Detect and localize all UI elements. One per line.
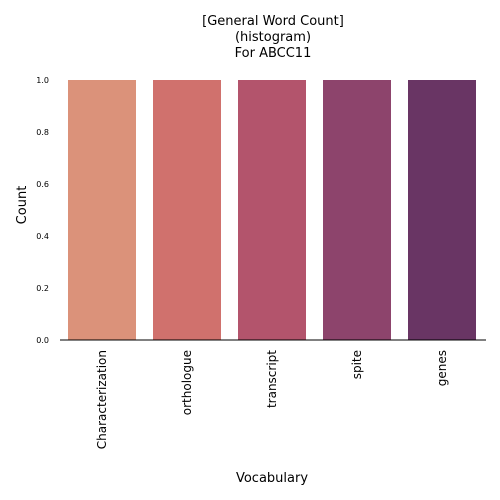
x-axis-label: Vocabulary (236, 471, 308, 486)
y-tick-label: 0.2 (36, 284, 49, 293)
bar-spite (323, 80, 391, 340)
bar-transcript (238, 80, 306, 340)
bar-genes (408, 80, 476, 340)
y-tick-label: 0.6 (36, 180, 49, 189)
x-tick-label: orthologue (180, 350, 194, 415)
bars-group (68, 80, 476, 340)
x-tick-label: transcript (265, 350, 279, 408)
x-tick-label: genes (435, 350, 449, 386)
y-tick-label: 0.8 (36, 128, 49, 137)
y-tick-label: 0.0 (36, 336, 49, 345)
bar-orthologue (153, 80, 221, 340)
chart-title: [General Word Count] (histogram) For ABC… (202, 14, 344, 61)
x-tick-label: Characterization (95, 350, 109, 449)
y-axis-label: Count (15, 186, 30, 225)
bar-characterization (68, 80, 136, 340)
y-tick-label: 0.4 (36, 232, 49, 241)
x-tick-label: spite (350, 350, 364, 379)
chart-title-line-1: [General Word Count] (202, 14, 344, 29)
chart-title-line-2: (histogram) (235, 30, 311, 45)
chart-title-line-3: For ABCC11 (235, 46, 312, 61)
y-axis-ticks: 0.0 0.2 0.4 0.6 0.8 1.0 (36, 76, 49, 345)
x-axis-category-labels: Characterization orthologue transcript spit… (95, 350, 449, 450)
y-tick-label: 1.0 (36, 76, 49, 85)
